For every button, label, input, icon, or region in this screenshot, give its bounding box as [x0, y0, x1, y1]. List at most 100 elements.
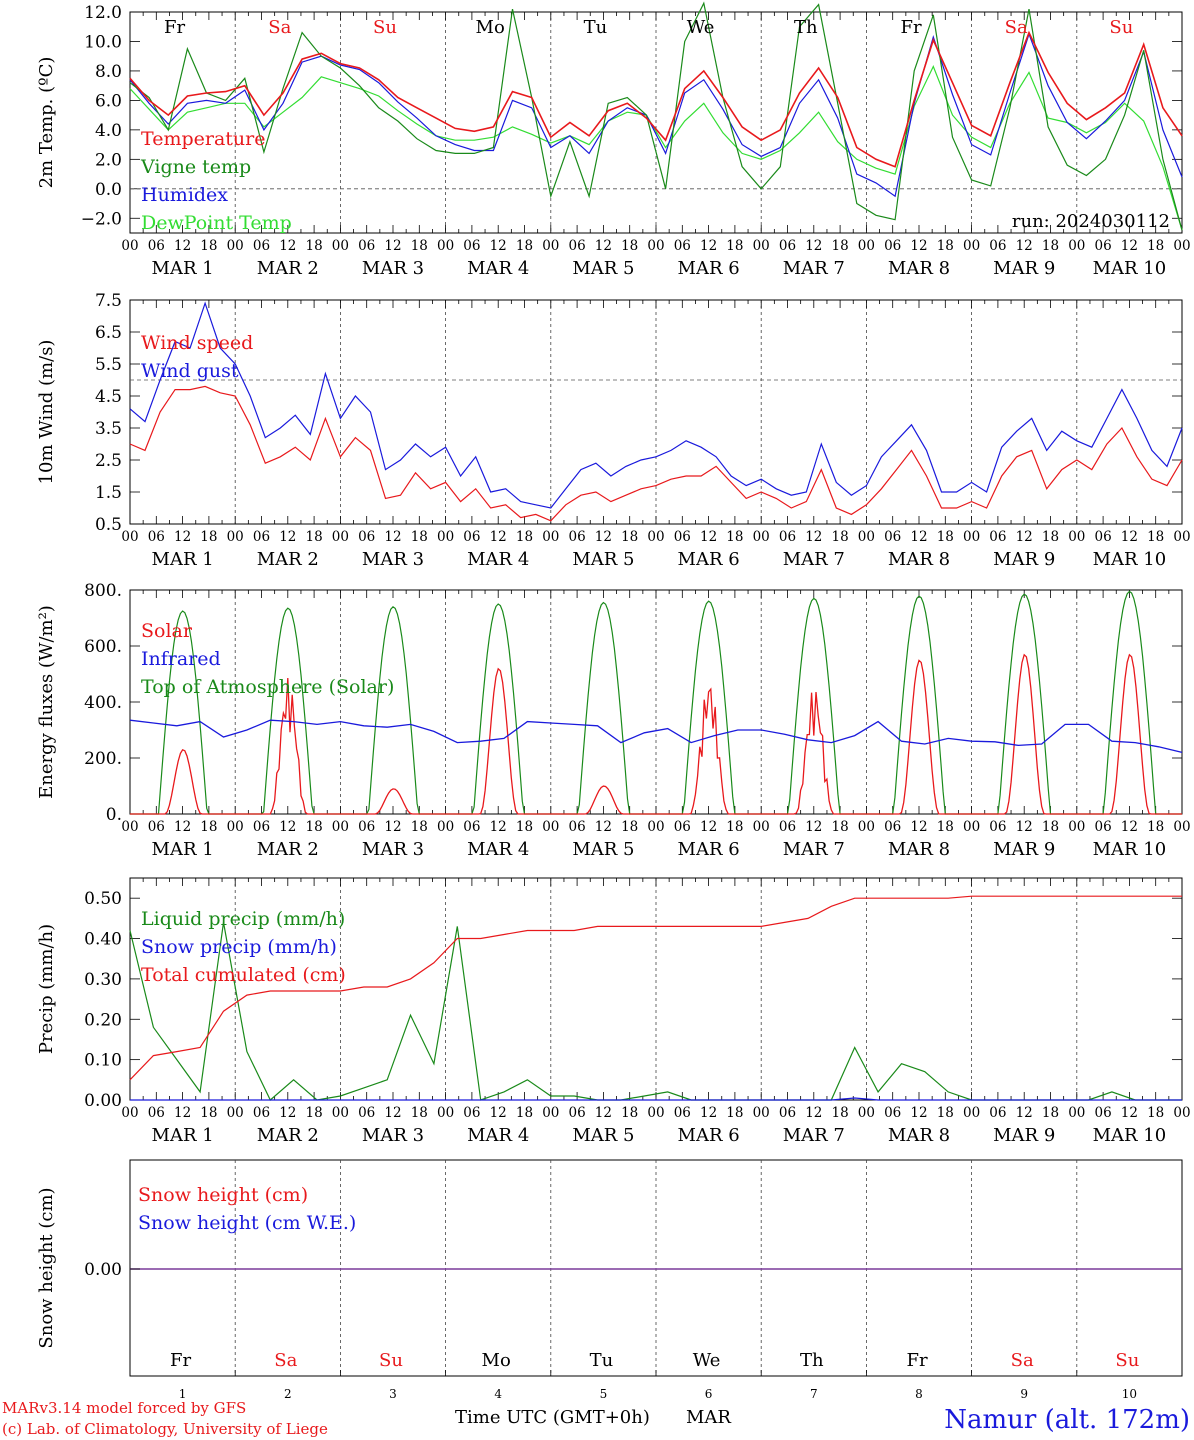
hour-tick-label: 18	[621, 819, 638, 835]
hour-tick-label: 18	[1147, 1105, 1164, 1121]
hour-tick-label: 18	[937, 529, 954, 545]
date-label: MAR 7	[783, 549, 845, 570]
hour-tick-label: 12	[700, 238, 717, 254]
y-tick-label: 0.00	[84, 1091, 122, 1111]
hour-tick-label: 12	[384, 238, 401, 254]
hour-tick-label: 12	[910, 529, 927, 545]
hour-tick-label: 06	[569, 1105, 586, 1121]
legend-item: Vigne temp	[140, 156, 251, 178]
hour-tick-label: 12	[279, 1105, 296, 1121]
hour-tick-label: 00	[437, 819, 454, 835]
y-axis-label: Snow height (cm)	[36, 1187, 57, 1348]
y-tick-label: 1.5	[95, 483, 122, 503]
legend-item: Temperature	[141, 128, 265, 150]
hour-tick-label: 12	[700, 1105, 717, 1121]
hour-tick-label: 06	[569, 238, 586, 254]
date-label: MAR 4	[467, 258, 529, 279]
y-tick-label: 0.	[106, 805, 122, 825]
hour-tick-label: 06	[569, 529, 586, 545]
y-tick-label: 0.40	[84, 930, 122, 950]
hour-tick-label: 18	[726, 529, 743, 545]
date-label: MAR 7	[783, 1125, 845, 1146]
day-number-label: 10	[1122, 1387, 1137, 1401]
hour-tick-label: 06	[358, 819, 375, 835]
date-label: MAR 9	[993, 549, 1055, 570]
hour-tick-label: 18	[411, 1105, 428, 1121]
day-name-label: Fr	[900, 17, 921, 38]
hour-tick-label: 06	[569, 819, 586, 835]
model-credit: MARv3.14 model forced by GFS	[2, 1399, 246, 1417]
hour-tick-label: 12	[1016, 1105, 1033, 1121]
series-line-solar	[130, 653, 1182, 815]
hour-tick-label: 18	[621, 1105, 638, 1121]
series-line-temperature	[129, 30, 1183, 168]
panel-1: 00 06 12 18 00 06 12 18 00 06 12 18 00 06 12 18 00 06 12 18…	[36, 1, 1191, 279]
lab-credit: (c) Lab. of Climatology, University of L…	[2, 1420, 328, 1438]
date-label: MAR 1	[152, 1125, 214, 1146]
hour-tick-label: 18	[200, 819, 217, 835]
hour-tick-label: 06	[148, 238, 165, 254]
hour-tick-label: 06	[148, 1105, 165, 1121]
y-axis-label: Energy fluxes (W/m²)	[36, 605, 57, 799]
hour-tick-label: 18	[621, 238, 638, 254]
hour-tick-label: 06	[1095, 1105, 1112, 1121]
hour-tick-label: 12	[805, 238, 822, 254]
day-number-label: 8	[915, 1387, 923, 1401]
y-tick-label: 12.0	[84, 3, 122, 23]
legend-item: Humidex	[141, 184, 228, 206]
hour-tick-label: 06	[463, 819, 480, 835]
y-axis-label: 10m Wind (m/s)	[36, 340, 57, 485]
hour-tick-label: 00	[647, 529, 664, 545]
date-label: MAR 9	[993, 1125, 1055, 1146]
hour-tick-label: 18	[726, 238, 743, 254]
hour-tick-label: 18	[621, 529, 638, 545]
day-number-label: 4	[494, 1387, 502, 1401]
hour-tick-label: 00	[1173, 819, 1190, 835]
hour-tick-label: 06	[253, 529, 270, 545]
hour-tick-label: 06	[779, 529, 796, 545]
hour-tick-label: 06	[253, 1105, 270, 1121]
date-label: MAR 2	[257, 839, 319, 860]
y-tick-label: 6.5	[95, 323, 122, 343]
day-name-label: Th	[794, 17, 818, 38]
hour-tick-label: 12	[1121, 1105, 1138, 1121]
day-number-label: 1	[179, 1387, 187, 1401]
hour-tick-label: 00	[332, 238, 349, 254]
hour-tick-label: 00	[858, 238, 875, 254]
day-name-label: Fr	[906, 1350, 927, 1371]
hour-tick-label: 12	[805, 1105, 822, 1121]
hour-tick-label: 00	[753, 238, 770, 254]
date-label: MAR 9	[993, 258, 1055, 279]
date-label: MAR 7	[783, 839, 845, 860]
series-line-wind-gust	[129, 301, 1183, 509]
hour-tick-label: 18	[937, 238, 954, 254]
hour-tick-label: 00	[542, 529, 559, 545]
date-label: MAR 10	[1093, 549, 1167, 570]
hour-tick-label: 00	[437, 529, 454, 545]
hour-tick-label: 06	[989, 1105, 1006, 1121]
panel-4: 00 06 12 18 00 06 12 18 00 06 12 18 00 06 12 18 00 06 12 18…	[36, 877, 1191, 1146]
date-label: MAR 5	[572, 549, 634, 570]
legend-item: Infrared	[141, 648, 221, 670]
hour-tick-label: 06	[674, 1105, 691, 1121]
hour-tick-label: 00	[542, 819, 559, 835]
x-axis-label: Time UTC (GMT+0h)	[455, 1407, 650, 1428]
date-label: MAR 1	[152, 258, 214, 279]
date-label: MAR 5	[572, 1125, 634, 1146]
date-label: MAR 5	[572, 258, 634, 279]
legend-item: Snow height (cm W.E.)	[138, 1212, 356, 1234]
hour-tick-label: 12	[279, 819, 296, 835]
hour-tick-label: 12	[1121, 529, 1138, 545]
hour-tick-label: 12	[384, 819, 401, 835]
y-tick-label: 0.50	[84, 889, 122, 909]
hour-tick-label: 18	[200, 529, 217, 545]
y-tick-label: 10.0	[84, 32, 122, 52]
hour-tick-label: 18	[306, 529, 323, 545]
hour-tick-label: 12	[910, 1105, 927, 1121]
date-label: MAR 4	[467, 549, 529, 570]
y-tick-label: 7.5	[95, 291, 122, 311]
x-axis-month-label: MAR	[686, 1407, 731, 1428]
hour-tick-label: 12	[910, 819, 927, 835]
hour-tick-label: 06	[674, 819, 691, 835]
station-label: Namur (alt. 172m)	[944, 1405, 1190, 1435]
